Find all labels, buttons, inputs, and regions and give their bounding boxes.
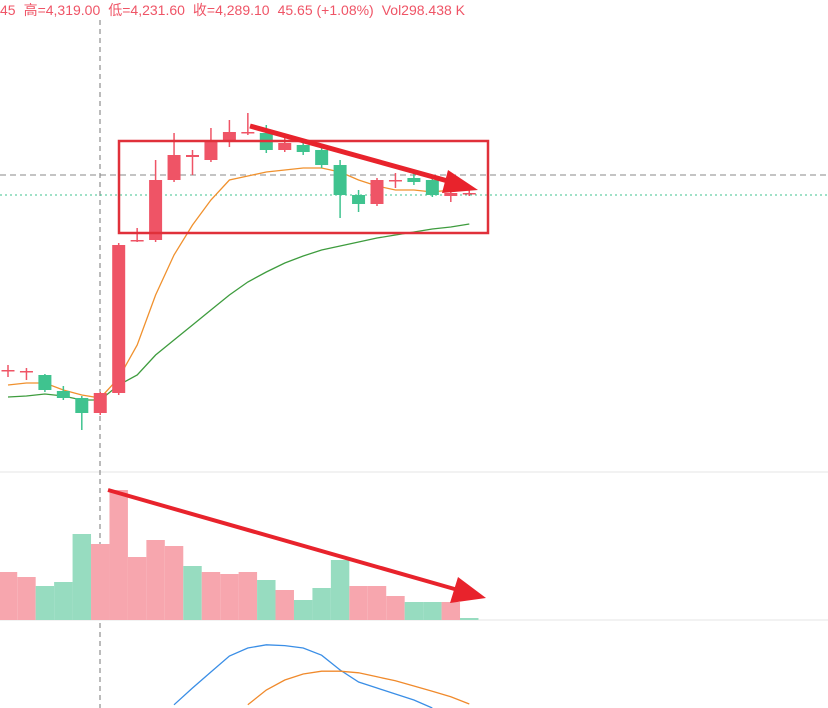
arrow-head bbox=[450, 577, 486, 603]
volume-bar bbox=[109, 490, 128, 620]
candle-body bbox=[370, 180, 384, 204]
candle-body bbox=[149, 180, 163, 240]
line bbox=[173, 644, 433, 708]
line bbox=[247, 670, 470, 706]
candle-body bbox=[204, 140, 218, 160]
volume-bar bbox=[460, 618, 479, 620]
volume-bar bbox=[293, 600, 313, 620]
volume-bar bbox=[72, 534, 92, 620]
volume-bar bbox=[17, 577, 36, 620]
candle-body bbox=[333, 165, 347, 195]
volume-bar bbox=[275, 590, 294, 620]
volume-bar bbox=[312, 588, 331, 620]
candle-body bbox=[93, 393, 107, 413]
volume-bar bbox=[183, 566, 202, 620]
volume-bar bbox=[404, 602, 424, 620]
header-item: 45.65 (+1.08%) bbox=[278, 2, 374, 18]
volume-bar bbox=[441, 602, 461, 620]
candle-body bbox=[130, 240, 144, 242]
candle-body bbox=[352, 195, 366, 204]
plot bbox=[0, 113, 479, 708]
header-item: Vol298.438 K bbox=[382, 2, 466, 18]
volume-bar bbox=[201, 572, 221, 620]
line bbox=[7, 223, 470, 401]
volume-bar bbox=[330, 560, 350, 620]
volume-bar bbox=[423, 602, 442, 620]
volume-bar bbox=[349, 586, 368, 620]
volume-bar bbox=[238, 572, 258, 620]
candle-body bbox=[112, 245, 126, 393]
header-item: 高=4,319.00 bbox=[24, 2, 101, 18]
candle-body bbox=[186, 155, 199, 157]
candle-body bbox=[222, 132, 236, 140]
volume-bar bbox=[35, 586, 55, 620]
header-item: 收=4,289.10 bbox=[193, 2, 270, 18]
arrow-shaft bbox=[107, 488, 459, 592]
volume-bar bbox=[164, 546, 184, 620]
volume-bar bbox=[220, 574, 239, 620]
candle-body bbox=[444, 193, 458, 196]
candle-body bbox=[19, 371, 33, 373]
candle-body bbox=[241, 132, 255, 134]
candle-body bbox=[1, 370, 15, 372]
candle-body bbox=[38, 375, 52, 390]
candle-body bbox=[425, 180, 439, 195]
volume-bar bbox=[127, 557, 147, 620]
volume-bar bbox=[386, 596, 405, 620]
volume-bar bbox=[91, 544, 110, 620]
volume-bar bbox=[146, 540, 165, 620]
candle-body bbox=[56, 391, 70, 398]
candle-body bbox=[315, 150, 329, 165]
header-item: 45 bbox=[0, 2, 16, 18]
candle-body bbox=[75, 398, 89, 413]
volume-bar bbox=[54, 582, 73, 620]
trend-arrows bbox=[107, 123, 486, 603]
candle-body bbox=[407, 178, 421, 182]
candle-body bbox=[278, 143, 292, 150]
volume-bar bbox=[257, 580, 276, 620]
volume-bar bbox=[0, 572, 18, 620]
arrow-shaft bbox=[249, 123, 456, 186]
line bbox=[7, 167, 470, 399]
candle-body bbox=[388, 180, 402, 182]
header: 45 高=4,319.00 低=4,231.60 收=4,289.10 45.65 (+… bbox=[0, 2, 466, 18]
candle-body bbox=[167, 155, 181, 180]
candle-body bbox=[296, 145, 310, 152]
volume-bar bbox=[367, 586, 387, 620]
header-item: 低=4,231.60 bbox=[108, 2, 185, 18]
arrow-head bbox=[442, 170, 478, 193]
candle-body bbox=[462, 193, 476, 195]
